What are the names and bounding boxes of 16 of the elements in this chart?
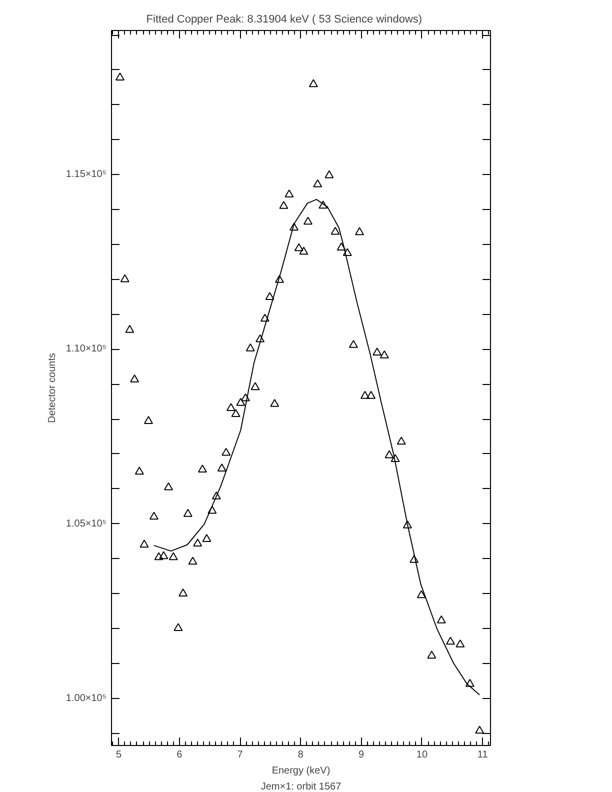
y-axis-title: Detector counts bbox=[46, 352, 58, 424]
text: Jem×1: orbit 1567 bbox=[260, 782, 342, 792]
x-tick-label: 9 bbox=[358, 750, 365, 760]
y-tick-label: 1.15×10⁵ bbox=[66, 169, 107, 180]
x-axis-title: Energy (keV) bbox=[272, 766, 330, 776]
x-tick-label: 7 bbox=[237, 750, 244, 760]
line-series bbox=[153, 198, 480, 696]
x-tick-label: 8 bbox=[298, 750, 304, 760]
y-tick-label: 1.00×10⁵ bbox=[66, 692, 107, 704]
y-tick-label: 1.05×10⁵ bbox=[66, 518, 107, 530]
y-tick-label: 1.10×10⁵ bbox=[66, 344, 107, 355]
x-tick-label: 6 bbox=[176, 750, 183, 760]
x-tick-label: 10 bbox=[416, 750, 428, 760]
chart-title: Fitted Copper Peak: 8.31904 keV ( 53 Science windows) bbox=[146, 14, 422, 26]
x-tick-label: 5 bbox=[116, 750, 122, 760]
x-tick-label: 11 bbox=[477, 750, 488, 760]
